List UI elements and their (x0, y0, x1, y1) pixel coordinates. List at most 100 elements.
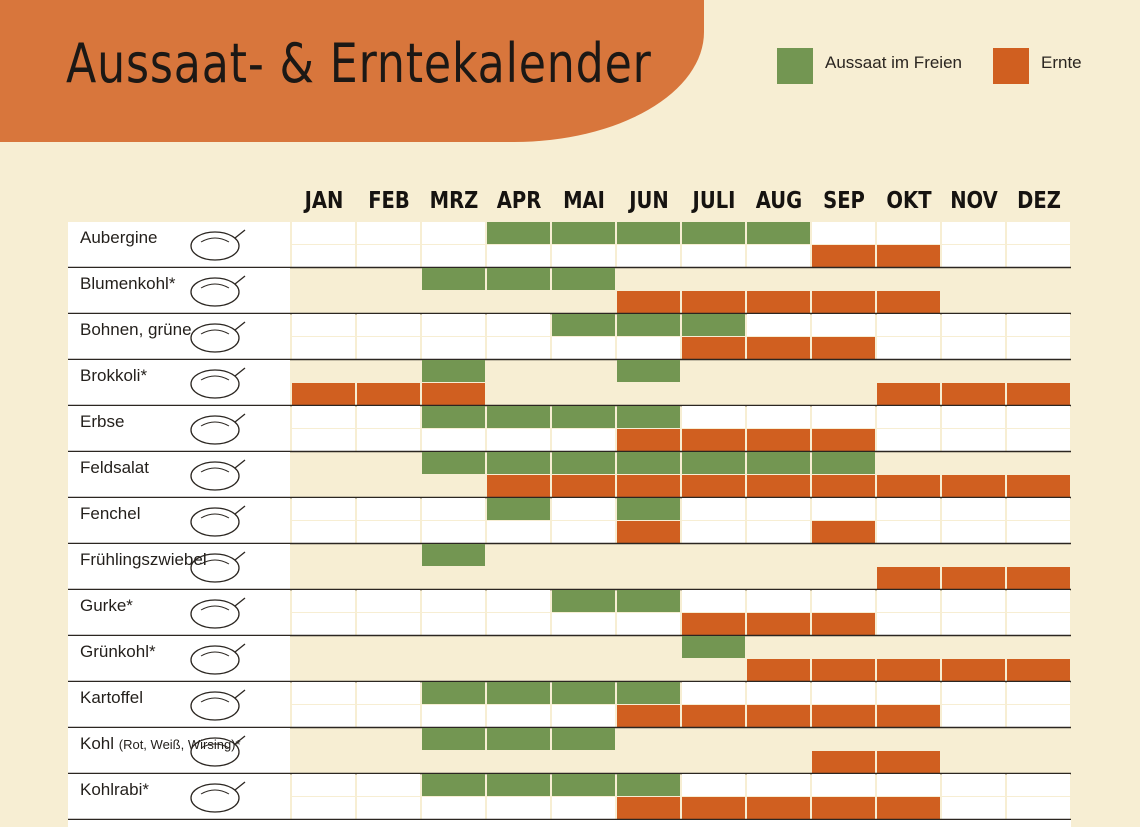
empty-cell (357, 222, 420, 244)
row-10 (68, 682, 1071, 729)
empty-cell (1007, 291, 1070, 313)
vegetable-name: Gurke* (80, 596, 133, 616)
empty-cell (357, 567, 420, 589)
empty-cell (812, 590, 875, 612)
empty-cell (487, 337, 550, 359)
harvest-cell (617, 797, 680, 819)
empty-cell (1007, 429, 1070, 451)
empty-cell (1007, 774, 1070, 796)
harvest-cell (942, 475, 1005, 497)
empty-cell (877, 406, 940, 428)
empty-cell (682, 682, 745, 704)
sow-cell (617, 360, 680, 382)
fennel-icon (190, 505, 246, 537)
empty-cell (552, 245, 615, 267)
row-label-bg (68, 222, 290, 267)
row-3 (68, 360, 1071, 407)
harvest-cell (942, 567, 1005, 589)
sow-cell (617, 682, 680, 704)
harvest-cell (617, 429, 680, 451)
empty-cell (487, 360, 550, 382)
sow-cell (422, 268, 485, 290)
empty-cell (877, 590, 940, 612)
pea-pod-icon (190, 413, 246, 445)
bean-pod-icon (190, 321, 246, 353)
vegetable-name-text: Kohl (80, 734, 119, 753)
empty-cell (1007, 337, 1070, 359)
cucumber-icon (190, 597, 246, 629)
month-mrz: MRZ (429, 188, 478, 214)
empty-cell (942, 498, 1005, 520)
empty-cell (1007, 682, 1070, 704)
harvest-cell (877, 659, 940, 681)
empty-cell (552, 429, 615, 451)
sow-cell (422, 728, 485, 750)
harvest-cell (617, 521, 680, 543)
legend-harvest: Ernte (993, 48, 1082, 84)
empty-cell (487, 590, 550, 612)
empty-cell (552, 613, 615, 635)
empty-cell (682, 728, 745, 750)
harvest-cell (877, 751, 940, 773)
empty-cell (357, 337, 420, 359)
empty-cell (357, 659, 420, 681)
empty-cell (422, 429, 485, 451)
harvest-cell (812, 337, 875, 359)
empty-cell (942, 636, 1005, 658)
vegetable-name-text: Brokkoli* (80, 366, 148, 385)
row-label-bg (68, 636, 290, 681)
harvest-cell (812, 291, 875, 313)
empty-cell (1007, 245, 1070, 267)
empty-cell (422, 222, 485, 244)
row-2 (68, 314, 1071, 361)
empty-cell (357, 452, 420, 474)
vegetable-name: Brokkoli* (80, 366, 147, 386)
empty-cell (487, 245, 550, 267)
empty-cell (877, 613, 940, 635)
empty-cell (292, 544, 355, 566)
empty-cell (877, 360, 940, 382)
empty-cell (617, 544, 680, 566)
empty-cell (942, 406, 1005, 428)
empty-cell (747, 314, 810, 336)
potato-icon (190, 689, 246, 721)
harvest-cell (682, 705, 745, 727)
harvest-cell (877, 705, 940, 727)
vegetable-name: Kartoffel (80, 688, 143, 708)
sow-cell (617, 222, 680, 244)
empty-cell (877, 429, 940, 451)
sow-cell (617, 590, 680, 612)
page-title: Aussaat- & Erntekalender (66, 32, 652, 95)
empty-cell (942, 291, 1005, 313)
empty-cell (1007, 751, 1070, 773)
empty-cell (682, 360, 745, 382)
empty-cell (812, 636, 875, 658)
month-mai: MAI (562, 188, 605, 214)
empty-cell (357, 498, 420, 520)
vegetable-name: Bohnen, grüne (80, 320, 192, 340)
empty-cell (552, 659, 615, 681)
empty-cell (292, 360, 355, 382)
empty-cell (422, 475, 485, 497)
vegetable-name-text: Feldsalat (80, 458, 149, 477)
vegetable-name-text: Blumenkohl* (80, 274, 176, 293)
sow-cell (487, 268, 550, 290)
empty-cell (357, 429, 420, 451)
empty-cell (942, 774, 1005, 796)
empty-cell (487, 429, 550, 451)
empty-cell (552, 521, 615, 543)
empty-cell (942, 314, 1005, 336)
empty-cell (422, 498, 485, 520)
empty-cell (812, 682, 875, 704)
empty-cell (552, 337, 615, 359)
vegetable-name-text: Gurke* (80, 596, 133, 615)
empty-cell (357, 291, 420, 313)
sow-cell (617, 774, 680, 796)
empty-cell (292, 797, 355, 819)
month-aug: AUG (755, 188, 802, 214)
empty-cell (877, 337, 940, 359)
empty-cell (682, 659, 745, 681)
empty-cell (357, 728, 420, 750)
empty-cell (1007, 314, 1070, 336)
vegetable-name-text: Grünkohl* (80, 642, 156, 661)
